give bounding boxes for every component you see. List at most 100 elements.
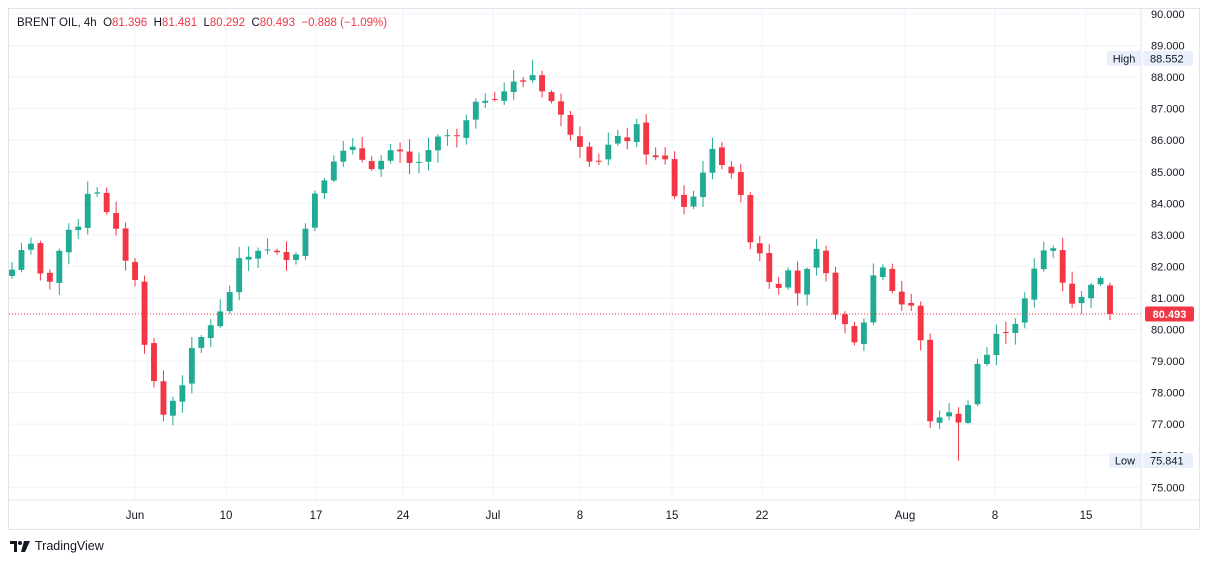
candle-body [1050, 248, 1057, 251]
price-tick-label: 78.000 [1151, 388, 1185, 400]
candle [330, 155, 337, 183]
candle [974, 358, 981, 407]
candle-body [633, 124, 640, 143]
candle-body [520, 80, 527, 82]
candle-body [690, 196, 697, 207]
low-value: 80.292 [209, 17, 246, 29]
candle-body [813, 248, 820, 268]
candle [217, 299, 224, 328]
candle-body [18, 250, 25, 270]
candle [274, 248, 280, 255]
candle-body [1012, 323, 1019, 334]
candle-body [889, 268, 896, 291]
price-tick-label: 90.000 [1151, 9, 1185, 21]
low-label: Low [1115, 456, 1135, 468]
price-tick-label: 79.000 [1151, 356, 1185, 368]
time-tick-label: 17 [310, 510, 323, 522]
candle [103, 187, 110, 215]
candle [463, 114, 470, 145]
candle-body [576, 136, 583, 147]
time-tick-label: Jul [486, 510, 501, 522]
candle [169, 396, 176, 426]
candle [491, 91, 498, 102]
candle [293, 252, 299, 265]
candle [908, 293, 915, 312]
candle [993, 324, 1000, 366]
candle-body [425, 150, 432, 162]
candle-body [46, 272, 53, 282]
candle-body [851, 326, 858, 343]
candle [472, 98, 479, 129]
candle-body [122, 228, 129, 261]
candle-body [188, 348, 195, 384]
candle-body [321, 180, 328, 194]
candle-body [974, 363, 981, 405]
candle [1069, 271, 1076, 308]
candle-body [908, 302, 915, 306]
candle-body [747, 195, 754, 243]
candle-body [586, 146, 593, 162]
candle-body [936, 417, 943, 423]
candle-body [681, 194, 687, 207]
candle-body [302, 228, 309, 257]
price-tick-label: 77.000 [1151, 419, 1185, 431]
candle-body [993, 333, 1000, 356]
candle [965, 400, 971, 425]
candle [737, 163, 744, 203]
candle-body [605, 144, 612, 160]
low-label: L [203, 17, 210, 29]
low-value: 75.841 [1150, 456, 1184, 468]
candle-body [1021, 298, 1028, 323]
open-value: 81.396 [112, 17, 148, 29]
high-value: 88.552 [1150, 54, 1184, 66]
close-value: 80.493 [259, 17, 295, 29]
candle-body [927, 339, 934, 422]
candle [302, 223, 309, 261]
price-axis[interactable]: 75.00076.00077.00078.00079.00080.00081.0… [1140, 9, 1185, 529]
interval[interactable]: 4h [83, 17, 97, 29]
candle-body [113, 213, 120, 229]
candle [1088, 283, 1095, 309]
candle-body [756, 243, 763, 254]
price-tick-label: 82.000 [1151, 261, 1185, 273]
candle [141, 275, 148, 354]
symbol-name[interactable]: BRENT OIL [17, 17, 78, 29]
candle [567, 111, 574, 141]
candle [823, 245, 829, 282]
price-tick-label: 75.000 [1151, 482, 1185, 494]
candle-body [917, 305, 924, 341]
candle [1107, 282, 1113, 321]
time-axis[interactable]: Jun 10 17 24 Jul 8 15 22 Aug 8 15 [9, 499, 1199, 522]
candle [605, 132, 612, 166]
candle-body [416, 161, 422, 163]
candle [1040, 241, 1047, 272]
candle [198, 335, 205, 354]
price-tick-label: 83.000 [1151, 230, 1185, 242]
candle [718, 142, 725, 170]
time-tick-label: 24 [397, 510, 410, 522]
time-tick-label: 15 [1080, 510, 1093, 522]
candle [188, 337, 195, 394]
candle-body [160, 381, 167, 415]
candle-body [397, 149, 404, 152]
price-tick-label: 88.000 [1151, 72, 1185, 84]
price-tick-label: 84.000 [1151, 198, 1185, 210]
candle [794, 261, 801, 306]
candle [65, 223, 72, 265]
chart-frame [8, 8, 1200, 530]
candle-body [65, 229, 72, 253]
candle [122, 222, 129, 271]
candle-body [842, 314, 848, 325]
candle [84, 181, 91, 235]
time-tick-label: 15 [666, 510, 679, 522]
candle-body [662, 155, 669, 160]
candle [359, 137, 366, 163]
candle [453, 128, 460, 148]
candle-body [283, 252, 290, 260]
candle [406, 139, 413, 175]
candle-body [785, 270, 792, 288]
high-label: High [1113, 54, 1136, 66]
candle-body [435, 136, 441, 151]
tradingview-brand[interactable]: TradingView [10, 539, 104, 553]
